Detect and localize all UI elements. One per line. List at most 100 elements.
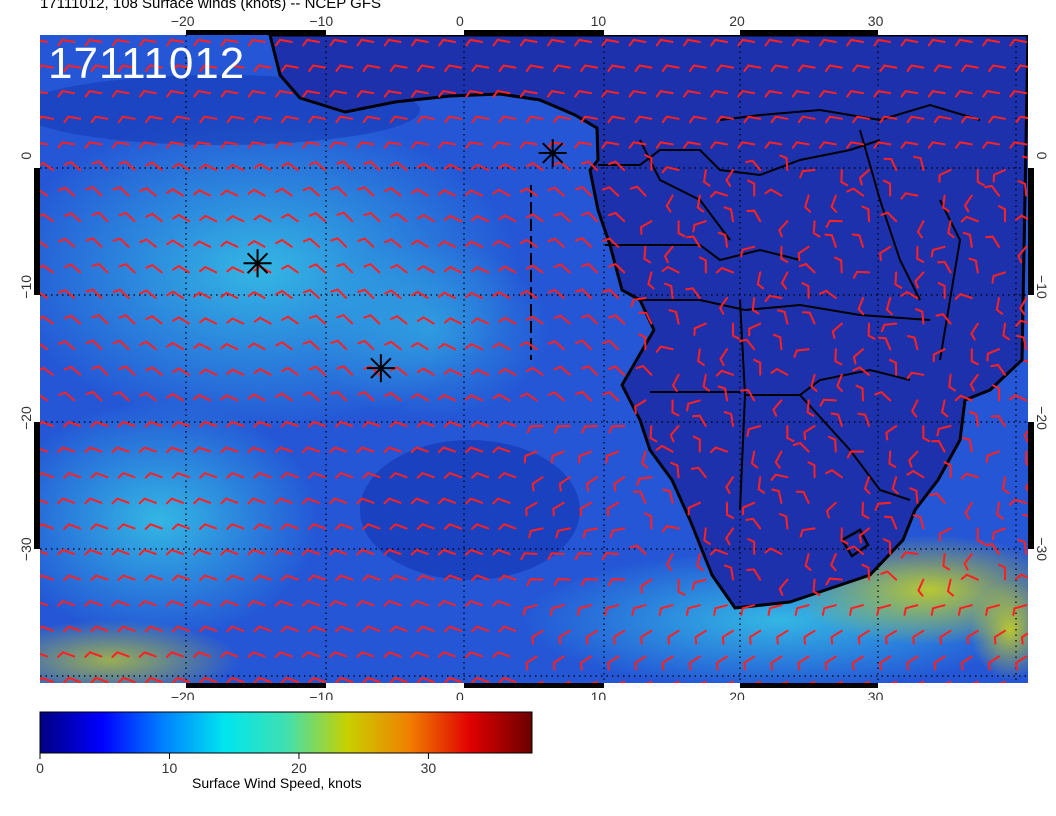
wind-barb [118, 160, 136, 171]
wind-barb [882, 538, 892, 555]
wind-barb [335, 64, 354, 72]
wind-barb [954, 394, 973, 402]
wind-barb [575, 390, 592, 402]
wind-barb [40, 574, 54, 581]
wind-barb [699, 681, 707, 683]
wind-barb [193, 90, 212, 98]
wind-barb [498, 625, 517, 633]
wind-barb [992, 527, 1006, 541]
wind-barb [778, 578, 789, 596]
wind-barb [821, 604, 837, 616]
wind-barb [825, 64, 843, 72]
wind-barb [723, 206, 734, 223]
wind-barb [703, 169, 711, 187]
wind-barb [384, 340, 402, 351]
wind-barb [987, 655, 1000, 671]
wind-barb [971, 681, 979, 683]
wind-barb [575, 288, 592, 299]
wind-barb [253, 574, 272, 582]
wind-barb [301, 446, 320, 454]
wind-map: −20 −10 0 10 20 30 −20 −10 0 10 20 30 0 −10 −20 −30 0… [18, 13, 1050, 700]
wind-barb [883, 157, 898, 171]
wind-barb [743, 655, 756, 671]
wind-barb [661, 525, 680, 533]
wind-barb [389, 420, 408, 428]
lat-tick-label: 0 [1034, 152, 1050, 160]
wind-barb [117, 523, 136, 530]
wind-barb [778, 220, 789, 238]
wind-barb [628, 141, 647, 149]
wind-barb [912, 514, 925, 530]
wind-barb [410, 188, 429, 197]
wind-barb [601, 552, 620, 561]
wind-barb [247, 90, 266, 98]
wind-barb [199, 64, 218, 72]
wind-barb [410, 599, 429, 607]
wind-barb [984, 543, 1000, 555]
wind-barb [492, 38, 511, 47]
wind-barb [498, 214, 517, 223]
wind-barb [575, 237, 592, 248]
wind-barb [746, 209, 762, 223]
wind-barb [307, 471, 326, 479]
wind-barb [384, 187, 402, 197]
wind-barb [193, 141, 212, 149]
wind-barb [165, 651, 184, 658]
wind-barb [1012, 604, 1028, 616]
wind-barb [725, 169, 734, 187]
wind-barb [335, 574, 354, 582]
wind-barb [1015, 319, 1028, 327]
wind-barb [985, 604, 1000, 616]
wind-barb [713, 604, 728, 616]
wind-barb [139, 141, 157, 149]
wind-barb [139, 340, 157, 351]
wind-barb [944, 681, 952, 683]
wind-barb [661, 265, 680, 274]
wind-barb [275, 238, 293, 248]
wind-barb [852, 115, 870, 124]
wind-barb [710, 90, 728, 98]
wind-barb [756, 271, 765, 290]
wind-barb [329, 38, 348, 47]
wind-barb [40, 601, 48, 607]
wind-barb [274, 599, 293, 607]
wind-barb [193, 446, 212, 454]
wind-barb [942, 553, 951, 571]
wind-barb [247, 446, 266, 454]
wind-barb [740, 388, 756, 402]
wind-barb [302, 288, 320, 299]
wind-barb [631, 604, 647, 616]
wind-barb [725, 476, 734, 494]
wind-barb [691, 578, 707, 591]
wind-barb [982, 38, 1000, 47]
wind-barb [84, 38, 103, 47]
wind-barb [40, 189, 48, 197]
wind-barb [411, 141, 429, 149]
lat-labels-left: 0 −10 −20 −30 [18, 152, 34, 561]
wind-barb [138, 446, 157, 454]
wind-barb [437, 599, 456, 607]
wind-barb [307, 676, 326, 683]
wind-barb [825, 577, 843, 586]
wind-barb [581, 425, 598, 434]
wind-barb [716, 115, 734, 124]
wind-barb [828, 435, 837, 453]
wind-barb [308, 365, 326, 376]
wind-barb [606, 501, 620, 517]
wind-barb [58, 340, 76, 351]
wind-barb [199, 115, 218, 124]
wind-barb [84, 651, 103, 658]
wind-barb [715, 266, 734, 274]
wind-barb [443, 523, 462, 530]
wind-barb [301, 548, 320, 556]
wind-barb [172, 213, 190, 223]
wind-barb [608, 262, 626, 274]
wind-barb [492, 497, 511, 505]
wind-barb [199, 625, 218, 633]
wind-barb [739, 338, 756, 351]
wind-barb [247, 651, 266, 658]
wind-barb [193, 291, 212, 299]
wind-barb [581, 211, 598, 223]
wind-barb [937, 282, 946, 299]
wind-barb [746, 425, 762, 437]
